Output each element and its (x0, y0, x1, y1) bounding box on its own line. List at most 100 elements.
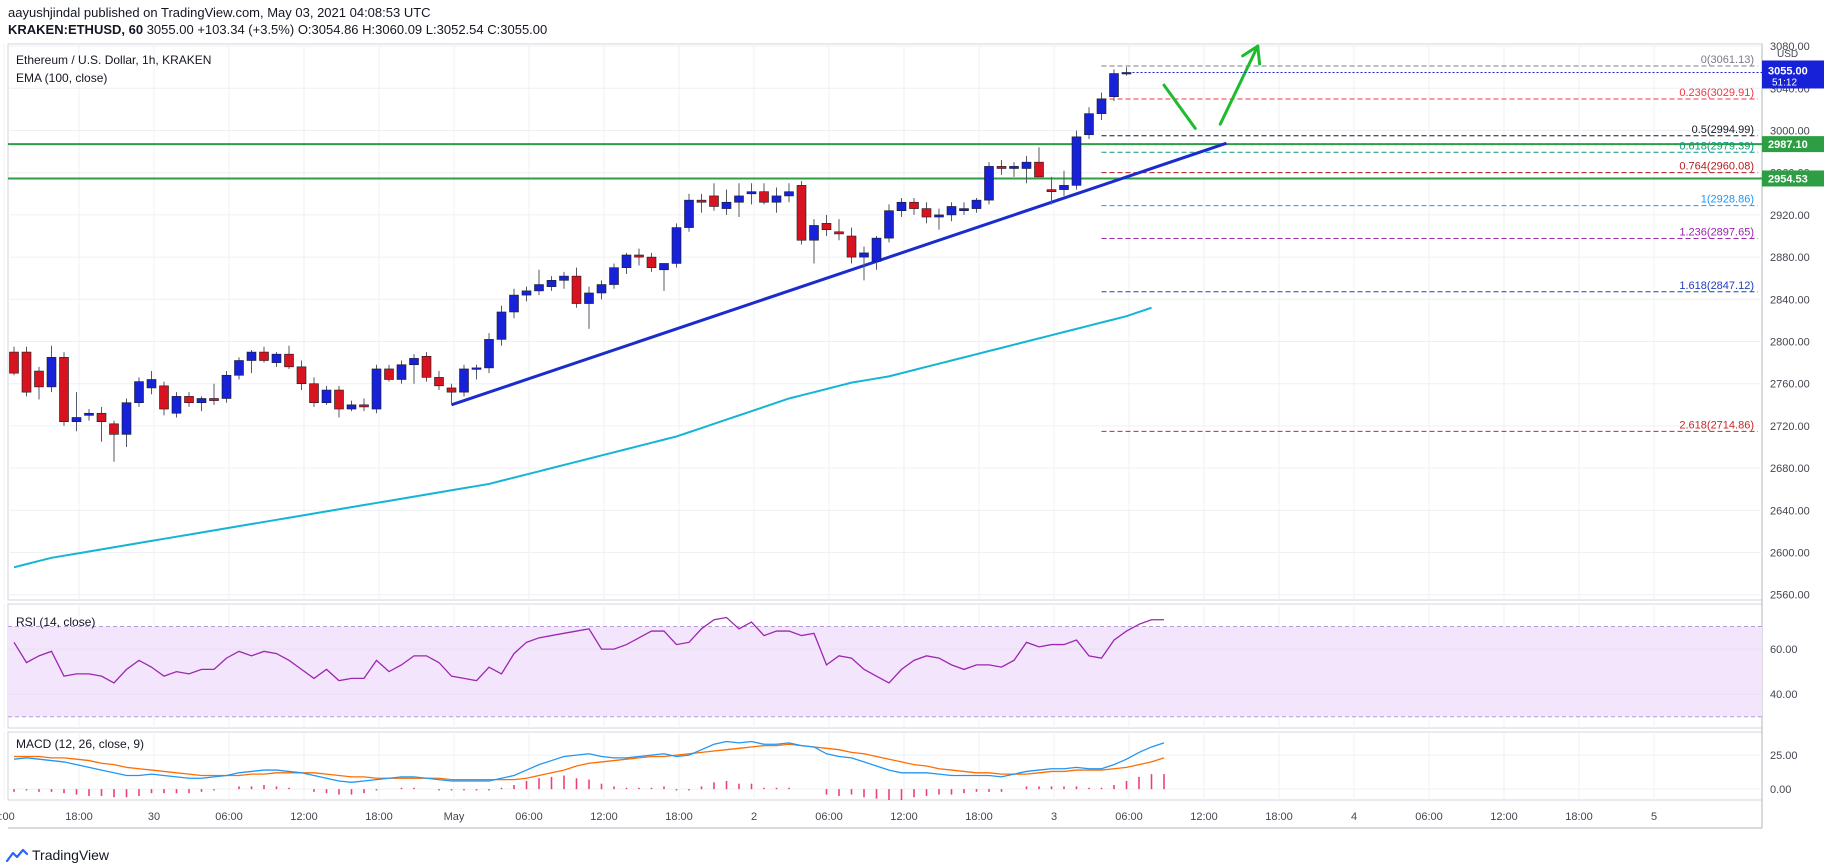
candle-body (34, 370, 44, 388)
last-price-label: 3055.00 (1768, 65, 1808, 77)
candle-body (646, 256, 657, 268)
x-tick-label: 18:00 (965, 811, 993, 823)
candle-body (971, 199, 982, 209)
candle-body (134, 381, 144, 404)
candle-body (196, 398, 207, 404)
candle-body (684, 199, 694, 228)
x-tick-label: May (444, 811, 465, 823)
ascending-trendline (451, 141, 1227, 407)
candle-body (1096, 98, 1107, 114)
candle-body (109, 423, 119, 435)
candle-body (159, 385, 169, 410)
fib-level-label: 0(3061.13) (1701, 54, 1754, 66)
x-tick-label: 3 (1051, 811, 1057, 823)
x-tick-label: 5 (1651, 811, 1657, 823)
projection-arrow-head (1241, 44, 1262, 66)
y-tick-label: 2600.00 (1770, 548, 1810, 560)
last-price-readout: 3055.00 (146, 22, 194, 37)
macd-y-tick-label: 25.00 (1770, 750, 1798, 762)
candle-body (434, 377, 444, 387)
candle-body (121, 402, 132, 435)
candle-body (21, 351, 32, 393)
y-tick-label: 2560.00 (1770, 590, 1810, 602)
x-tick-label: 12:00 (890, 811, 918, 823)
candle-body (784, 191, 794, 197)
candle-body (84, 412, 94, 416)
projection-arrow-down (1162, 83, 1197, 130)
candle-body (59, 357, 69, 423)
x-tick-label: 18:00 (65, 811, 93, 823)
rsi-y-tick-label: 60.00 (1770, 644, 1798, 656)
x-tick-label: 30 (148, 811, 160, 823)
candle-body (459, 368, 469, 393)
support-level-tag (1762, 136, 1824, 153)
rsi-y-tick-label: 40.00 (1770, 689, 1798, 701)
candle-body (571, 275, 582, 304)
fib-level-label: 1.236(2897.65) (1679, 226, 1754, 238)
candle-body (534, 284, 544, 292)
candle-body (296, 366, 307, 385)
x-tick-label: 2 (751, 811, 757, 823)
candle-body (484, 339, 494, 369)
y-tick-label: 3000.00 (1770, 126, 1810, 138)
candle-body (246, 351, 257, 361)
tradingview-logo-icon (6, 848, 28, 862)
candle-body (559, 275, 569, 281)
candle-body (1034, 161, 1044, 178)
currency-label: USD (1777, 49, 1798, 60)
fib-level-label: 1(2928.86) (1701, 194, 1754, 206)
y-tick-label: 2760.00 (1770, 379, 1810, 391)
candle-body (346, 404, 357, 410)
support-level-label: 2987.10 (1768, 139, 1808, 151)
symbol-label: KRAKEN:ETHUSD, 60 (8, 22, 144, 37)
candle-body (1021, 161, 1032, 169)
publisher-author[interactable]: aayushjindal (8, 5, 81, 20)
candle-body (9, 351, 19, 374)
x-tick-label: 06:00 (815, 811, 843, 823)
candle-body (896, 201, 907, 211)
y-tick-label: 2840.00 (1770, 294, 1810, 306)
fib-level-label: 0.618(2979.39) (1679, 140, 1754, 152)
candle-body (859, 252, 869, 258)
y-tick-label: 2720.00 (1770, 421, 1810, 433)
candle-body (796, 185, 807, 241)
candle-body (834, 231, 844, 235)
candle-body (759, 191, 769, 203)
y-tick-label: 2800.00 (1770, 337, 1810, 349)
price-pane (7, 43, 1763, 601)
candle-body (596, 284, 607, 294)
fib-level-label: 1.618(2847.12) (1679, 280, 1754, 292)
candle-body (871, 237, 882, 262)
bar-countdown-label: 51:12 (1772, 77, 1797, 88)
candle-body (421, 355, 432, 378)
footer-brand-label[interactable]: TradingView (32, 847, 110, 863)
x-tick-label: 12:00 (1490, 811, 1518, 823)
fib-level-label: 2.618(2714.86) (1679, 419, 1754, 431)
x-tick-label: 06:00 (1415, 811, 1443, 823)
candle-body (1059, 185, 1069, 190)
rsi-band-fill (8, 626, 1762, 717)
candle-body (584, 292, 594, 304)
candle-body (909, 201, 919, 209)
candle-body (171, 396, 182, 414)
candle-body (659, 263, 669, 271)
x-tick-label: 18:00 (1265, 811, 1293, 823)
x-tick-label: 12:00 (1190, 811, 1218, 823)
candle-body (471, 367, 482, 370)
chart-header: aayushjindal published on TradingView.co… (8, 4, 547, 38)
candle-body (1109, 73, 1119, 98)
y-tick-label: 2680.00 (1770, 463, 1810, 475)
candle-body (184, 396, 194, 404)
y-tick-label: 2640.00 (1770, 505, 1810, 517)
support-level-label: 2954.53 (1768, 173, 1808, 185)
candle-body (771, 195, 782, 203)
macd-title: MACD (12, 26, close, 9) (16, 737, 144, 751)
candle-body (1071, 136, 1082, 186)
candle-body (409, 358, 419, 366)
candle-body (1084, 113, 1094, 136)
ema-indicator-label: EMA (100, close) (16, 71, 107, 85)
candle-body (509, 294, 519, 313)
candle-body (334, 389, 344, 410)
x-tick-label: 18:00 (1565, 811, 1593, 823)
